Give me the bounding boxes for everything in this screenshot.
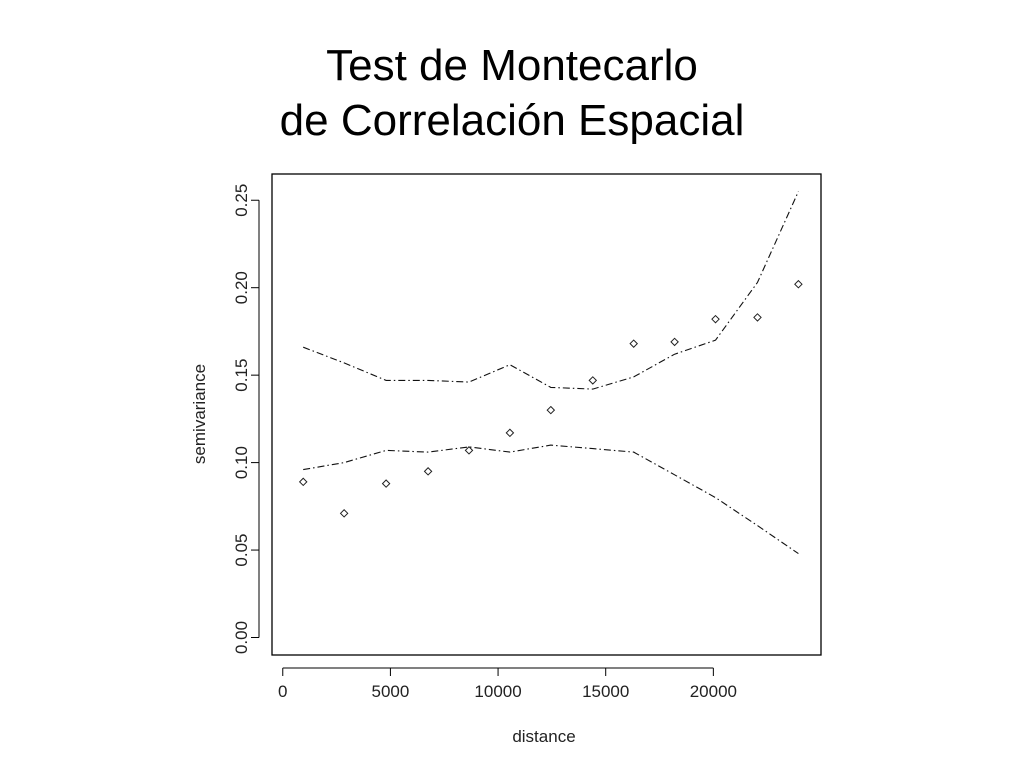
data-point xyxy=(794,279,803,289)
data-point xyxy=(339,509,349,518)
data-point xyxy=(546,405,556,415)
plot-frame xyxy=(271,173,822,656)
x-axis: 0 5000 10000 15000 20000 xyxy=(278,667,737,701)
data-point xyxy=(464,446,474,455)
data-point xyxy=(505,428,515,438)
data-point xyxy=(629,339,639,348)
x-tick-label: 0 xyxy=(278,682,287,701)
y-tick-label: 0.10 xyxy=(232,446,251,479)
series-layer xyxy=(298,191,803,555)
data-point xyxy=(711,314,720,324)
chart-title-line-1: Test de Montecarlo xyxy=(326,41,698,90)
x-tick-label: 5000 xyxy=(371,682,409,701)
y-tick-label: 0.05 xyxy=(232,534,251,567)
data-point xyxy=(381,479,391,488)
data-point xyxy=(298,477,308,487)
data-point xyxy=(753,313,762,322)
chart-title-line-2: de Correlación Espacial xyxy=(279,96,745,145)
x-tick-label: 20000 xyxy=(690,682,737,701)
y-tick-label: 0.15 xyxy=(232,359,251,392)
y-tick-label: 0.25 xyxy=(232,184,251,217)
y-tick-label: 0.00 xyxy=(232,621,251,654)
chart-title: Test de Montecarlo de Correlación Espaci… xyxy=(0,38,1024,148)
y-axis-label: semivariance xyxy=(190,364,209,464)
data-point xyxy=(670,337,679,347)
x-tick-label: 15000 xyxy=(582,682,629,701)
data-point xyxy=(588,376,598,385)
y-tick-label: 0.20 xyxy=(232,271,251,304)
data-point xyxy=(423,467,433,476)
x-axis-label: distance xyxy=(512,727,575,746)
y-axis: 0.00 0.05 0.10 0.15 0.20 0.25 xyxy=(232,184,260,654)
lower-envelope-line xyxy=(303,444,799,555)
x-tick-label: 10000 xyxy=(474,682,521,701)
upper-envelope-line xyxy=(303,191,799,390)
